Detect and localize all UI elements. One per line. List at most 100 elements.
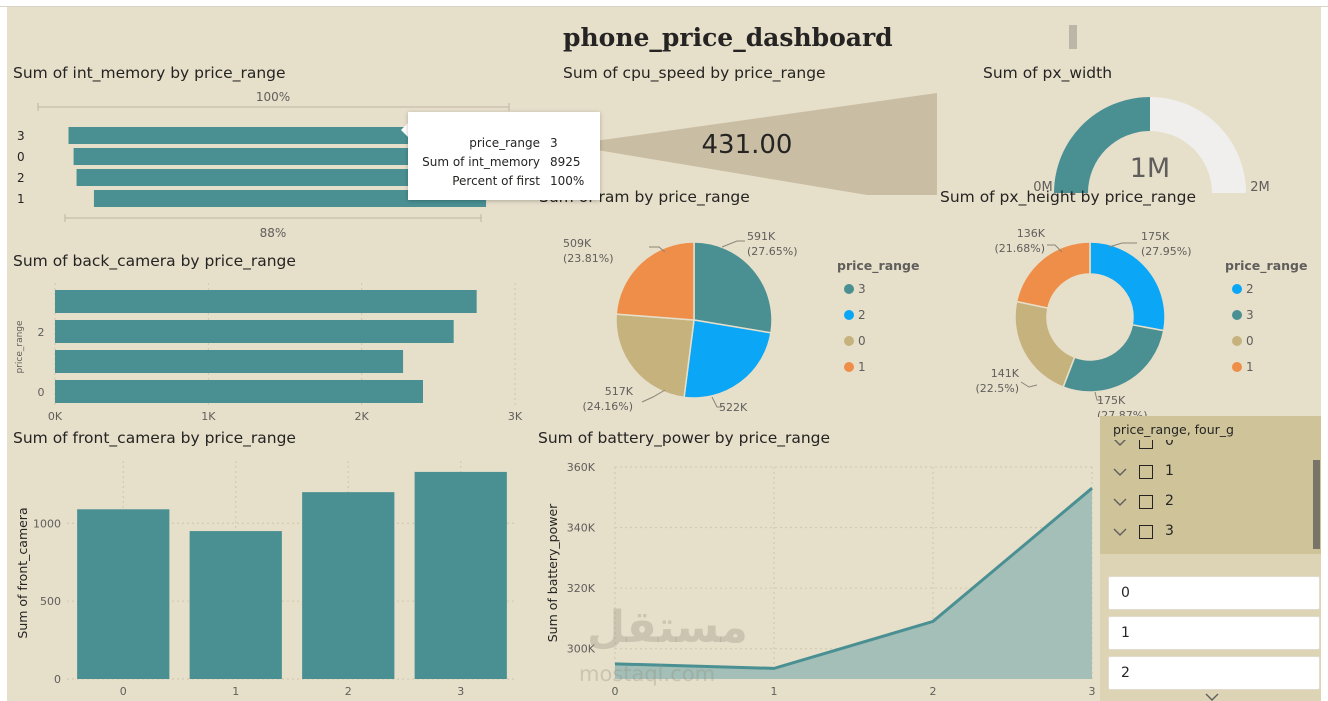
ram-pie-chart[interactable]: 591K(27.65%) 522K(24.39%) 517K(24.16%) 509K… [547, 207, 927, 417]
x-tick-label: 3 [1089, 685, 1096, 698]
checkbox[interactable] [1139, 465, 1153, 479]
slicer-tile[interactable]: 0 [1108, 576, 1320, 610]
funnel-bar[interactable] [73, 148, 507, 165]
battery-area-fill [615, 488, 1092, 679]
bar[interactable] [77, 509, 170, 679]
slicer-title: price_range, four_g [1113, 422, 1234, 437]
legend-marker [844, 310, 854, 320]
slicer-tree-viewport: 0 1 2 3 [1100, 440, 1313, 552]
x-tick-label: 1 [771, 685, 778, 698]
tooltip-value: 100% [550, 174, 585, 188]
data-label: 141K (22.5%) [975, 367, 1019, 395]
battery-power-title: Sum of battery_power by price_range [538, 429, 831, 447]
chevron-down-icon[interactable] [1204, 692, 1220, 701]
pie-slice[interactable] [693, 241, 773, 334]
gauge-min-label: 0M [1033, 180, 1053, 193]
chevron-down-icon[interactable] [1112, 524, 1128, 540]
data-label: 509K (23.81%) [563, 237, 614, 265]
y-tick-label: 0 [38, 386, 45, 399]
chevron-down-icon[interactable] [1112, 464, 1128, 480]
slicer-item-label: 0 [1165, 440, 1174, 449]
slicer-tile-label: 2 [1121, 665, 1130, 681]
checkbox[interactable] [1139, 525, 1153, 539]
slicer-tiles-area: 0 1 2 [1100, 554, 1321, 701]
y-tick-label: 2 [38, 326, 45, 339]
pie-slice[interactable] [615, 241, 695, 321]
data-label: 175K (27.95%) [1141, 230, 1192, 258]
tooltip-arrow [401, 122, 409, 138]
data-label: 591K (27.65%) [747, 230, 798, 258]
back-camera-bar-chart[interactable]: 2 0 0K 1K 2K 3K price_range [7, 275, 537, 425]
bar[interactable] [55, 320, 454, 343]
gauge-max-label: 2M [1250, 180, 1270, 193]
y-tick-label: 340K [567, 522, 596, 535]
price-range-four-g-slicer[interactable]: price_range, four_g 0 1 2 3 [1100, 416, 1321, 701]
pie-slice[interactable] [1014, 300, 1076, 389]
resize-handle[interactable] [1069, 25, 1077, 49]
px-width-title: Sum of px_width [983, 64, 1113, 82]
int-memory-funnel-chart[interactable]: 100% 3 0 2 1 88% [7, 87, 527, 237]
slicer-tile[interactable]: 2 [1108, 656, 1320, 690]
data-label: 136K (21.68%) [994, 227, 1045, 255]
legend-marker [844, 284, 854, 294]
int-memory-title: Sum of int_memory by price_range [13, 64, 286, 82]
slicer-item-label: 1 [1165, 463, 1174, 479]
px-width-gauge[interactable]: 1M 0M 2M [1017, 83, 1277, 193]
checkbox[interactable] [1139, 440, 1153, 449]
checkbox[interactable] [1139, 495, 1153, 509]
pie-slice[interactable] [1015, 241, 1091, 310]
x-tick-label: 0K [48, 410, 63, 423]
bar[interactable] [414, 471, 507, 679]
label-leader-line [1047, 244, 1063, 253]
y-tick-label: 0 [54, 673, 61, 686]
bar[interactable] [189, 531, 282, 679]
cpu-speed-area [567, 93, 937, 195]
cpu-speed-card[interactable]: 431.00 [477, 85, 937, 195]
slicer-tile-label: 0 [1121, 585, 1130, 601]
ram-legend-title: price_range [837, 258, 919, 274]
legend-marker [1232, 284, 1242, 294]
slicer-item-label: 3 [1165, 523, 1174, 539]
funnel-bar[interactable] [76, 169, 504, 186]
slicer-tile-label: 1 [1121, 625, 1130, 641]
battery-power-area-chart[interactable]: 300K 320K 340K 360K 0 1 2 3 Sum of battery_pow… [537, 451, 1097, 701]
px-height-donut-chart[interactable]: 175K (27.95%) 175K (27.87%) 141K (22.5%) 136K(… [947, 207, 1317, 417]
slicer-scrollbar[interactable] [1313, 460, 1320, 549]
window-top-edge [0, 0, 1328, 7]
legend-label: 3 [1246, 308, 1254, 322]
funnel-bottom-pct: 88% [260, 226, 287, 237]
pxh-legend-title: price_range [1225, 258, 1307, 274]
legend-marker [1232, 310, 1242, 320]
funnel-category-label: 1 [17, 192, 25, 206]
tooltip-key: Sum of int_memory [422, 155, 540, 169]
dashboard-title: phone_price_dashboard [563, 23, 893, 52]
legend-label: 3 [858, 282, 866, 296]
report-canvas: phone_price_dashboard Sum of int_memory … [7, 7, 1321, 701]
chevron-down-icon[interactable] [1112, 440, 1128, 450]
funnel-bar[interactable] [68, 127, 512, 144]
pie-slice[interactable] [615, 313, 695, 399]
pie-slice[interactable] [1089, 241, 1166, 332]
legend-label: 0 [858, 334, 866, 348]
watermark-arabic: مستقل [587, 602, 748, 653]
tooltip-key: Percent of first [452, 174, 540, 188]
funnel-category-label: 2 [17, 171, 25, 185]
bar[interactable] [55, 380, 423, 403]
watermark-latin: mostaql.com [579, 662, 716, 686]
cpu-speed-value: 431.00 [702, 130, 793, 160]
funnel-bar[interactable] [93, 190, 487, 207]
pie-slice[interactable] [683, 319, 772, 399]
data-label: 175K (27.87%) [1097, 394, 1148, 417]
y-tick-label: 320K [567, 582, 596, 595]
y-tick-label: 360K [567, 461, 596, 474]
bar[interactable] [302, 492, 395, 679]
slicer-tile[interactable]: 1 [1108, 616, 1320, 650]
gauge-fill [1054, 97, 1150, 193]
x-tick-label: 2 [930, 685, 937, 698]
chevron-down-icon[interactable] [1112, 494, 1128, 510]
bar[interactable] [55, 350, 404, 373]
bar[interactable] [55, 290, 477, 313]
pie-slice[interactable] [1062, 323, 1165, 393]
battery-line [614, 487, 1093, 670]
